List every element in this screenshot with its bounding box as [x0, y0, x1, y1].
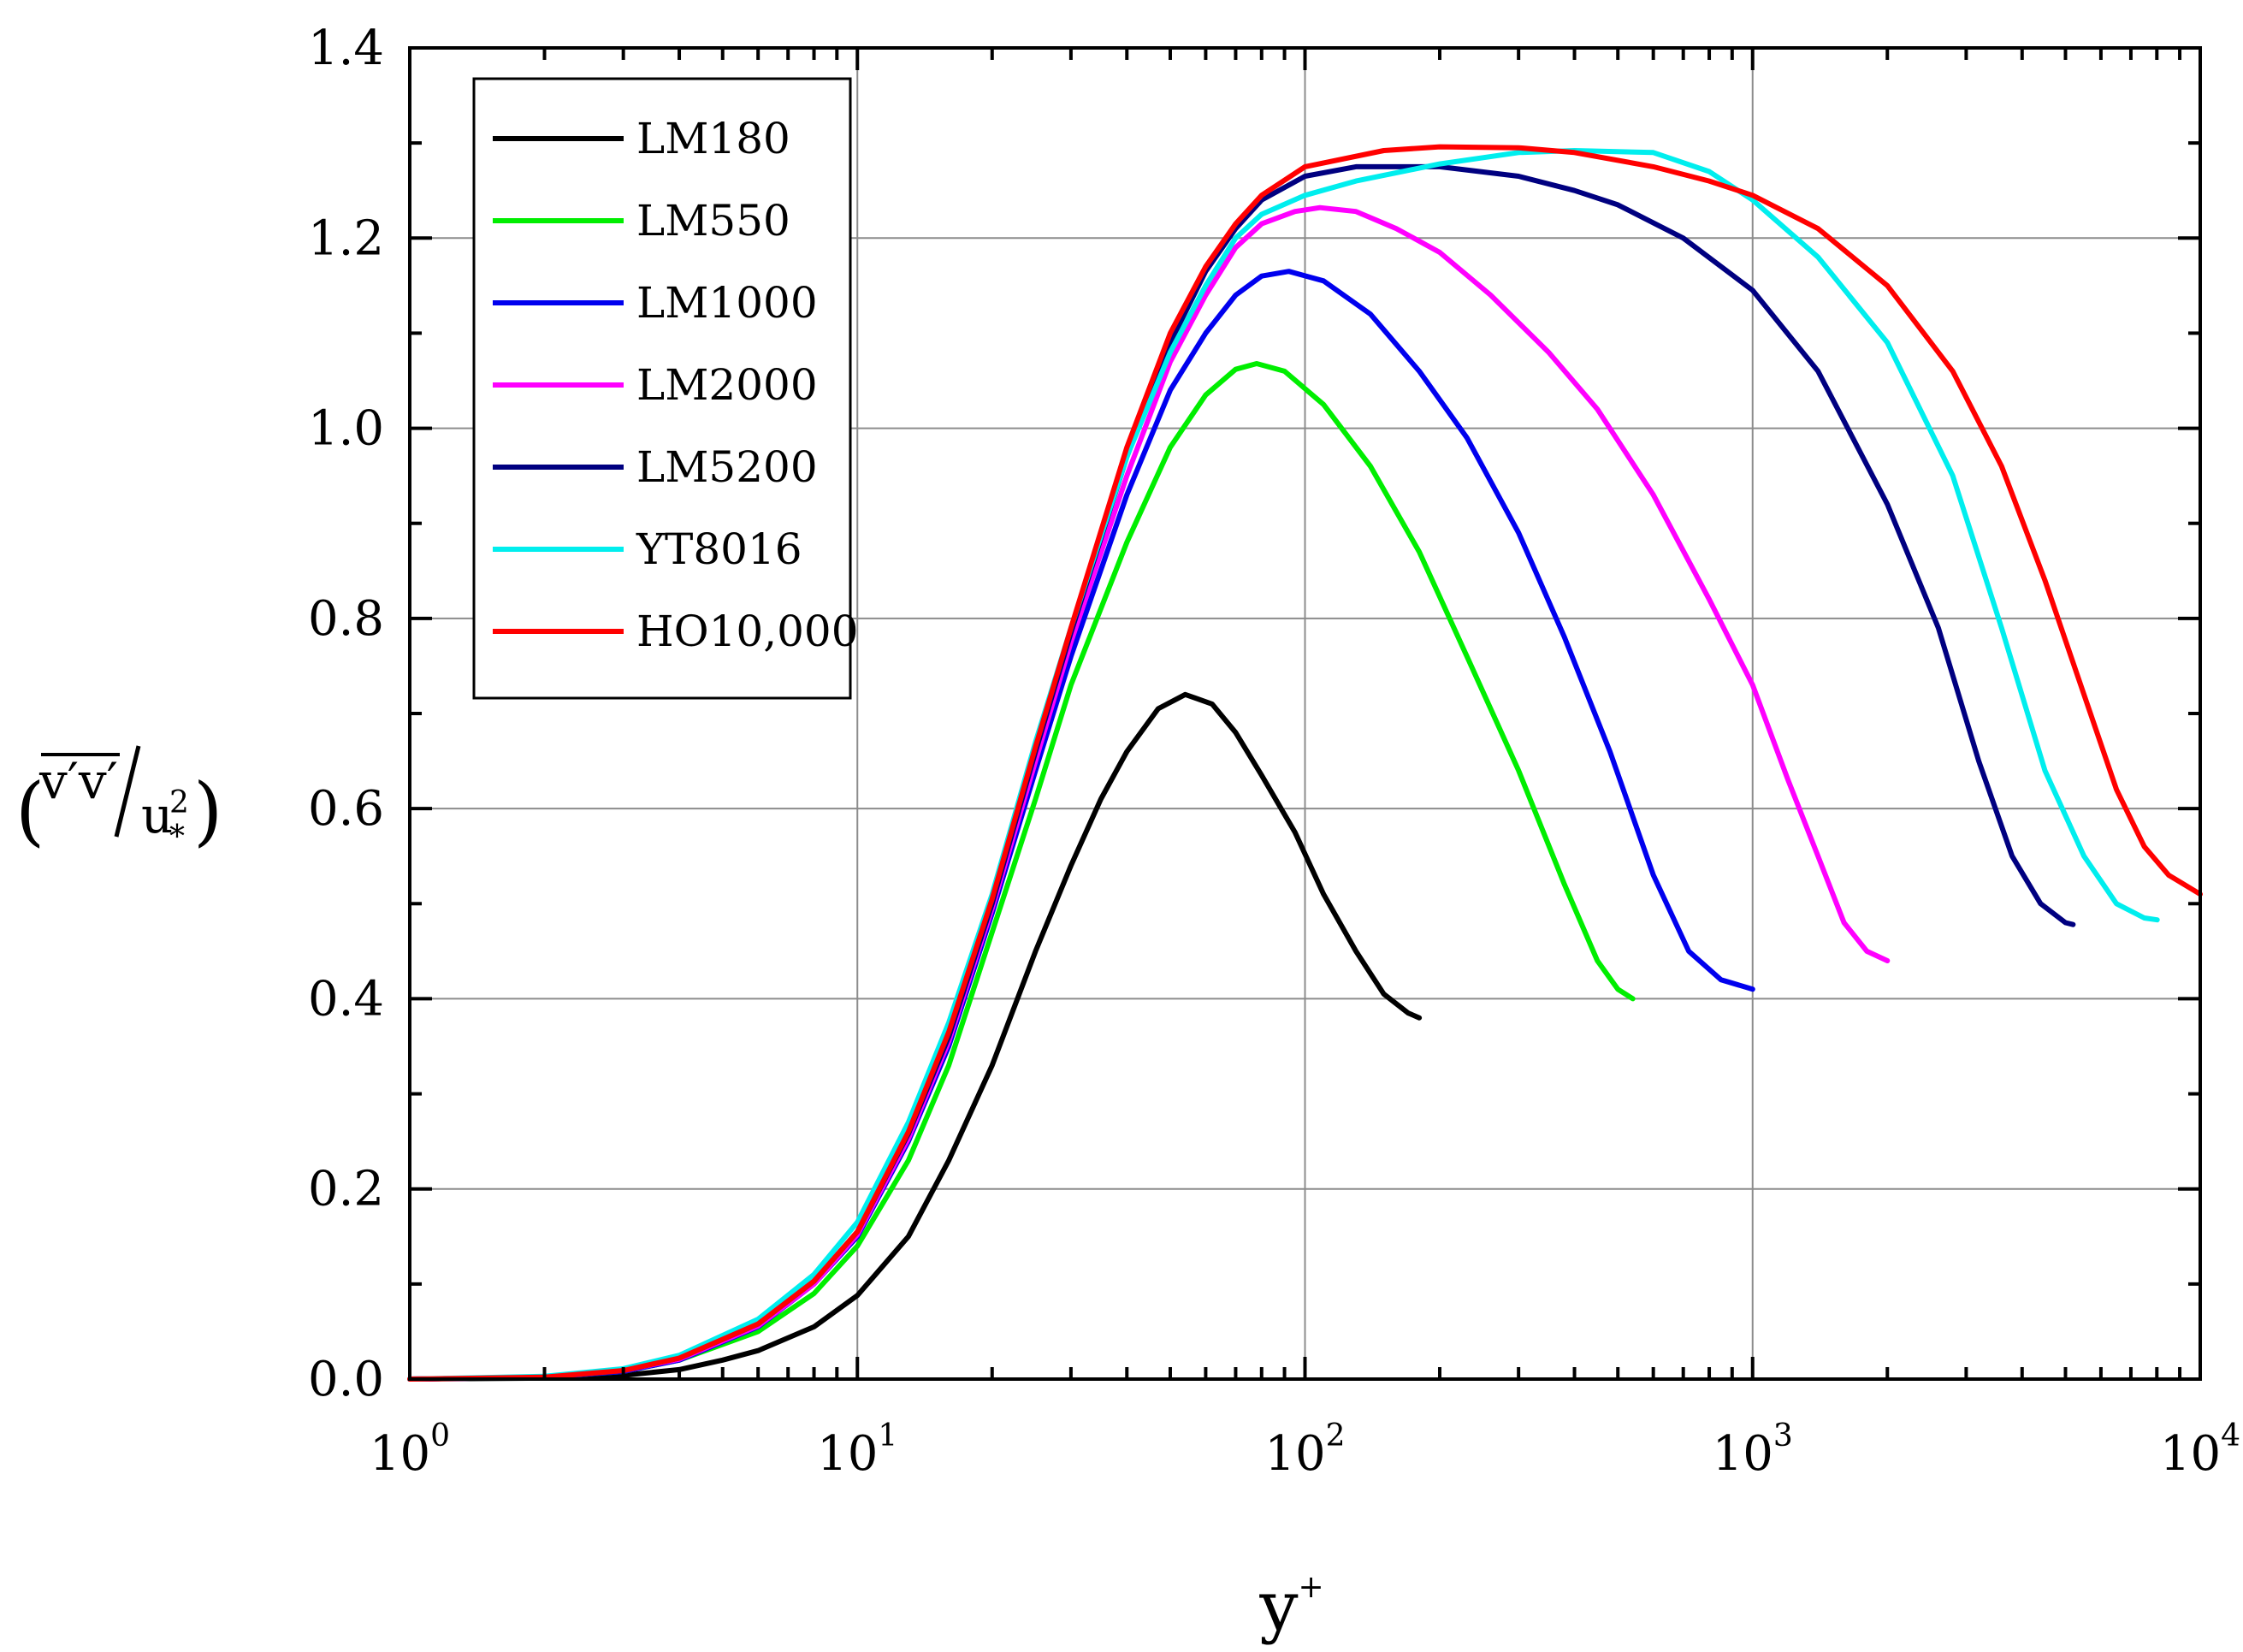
- legend: LM180 LM550 LM1000 LM2000 LM5200 YT8016 HO10,0…: [472, 77, 859, 700]
- y-axis-label: ( v′v′ u 2 * ): [15, 745, 222, 855]
- y-tick-label: 0.8: [308, 591, 384, 647]
- y-label-denominator-sub: *: [169, 820, 185, 855]
- x-tick-label: 102: [1264, 1418, 1345, 1482]
- x-tick-label-base: 10: [817, 1426, 878, 1482]
- x-tick-label-exponent: 0: [430, 1418, 450, 1454]
- legend-label: LM1000: [636, 278, 818, 328]
- x-tick-label-base: 10: [370, 1426, 430, 1482]
- x-tick-label: 100: [370, 1418, 450, 1482]
- x-tick-label-base: 10: [2160, 1426, 2221, 1482]
- y-label-close-paren: ): [193, 767, 222, 855]
- y-tick-label: 0.0: [308, 1352, 384, 1407]
- legend-label: LM180: [636, 114, 790, 163]
- x-tick-label-exponent: 3: [1773, 1418, 1793, 1454]
- series-line-ho10000: [407, 144, 2203, 1382]
- y-label-slash: [114, 745, 141, 838]
- legend-label: YT8016: [636, 524, 802, 574]
- legend-label: LM2000: [636, 360, 818, 410]
- x-tick-label-exponent: 1: [878, 1418, 897, 1454]
- x-axis-label: y+: [1258, 1566, 1323, 1646]
- axes: [408, 46, 2202, 1381]
- x-tick-label-exponent: 4: [2221, 1418, 2240, 1454]
- series-line-yt8016: [407, 148, 2160, 1382]
- legend-label: HO10,000: [636, 607, 859, 656]
- x-tick-label: 101: [817, 1418, 897, 1482]
- y-tick-label: 0.6: [308, 781, 384, 837]
- y-tick-label: 0.4: [308, 971, 384, 1027]
- y-tick-label: 1.0: [308, 401, 384, 457]
- series-line-lm550: [407, 361, 1636, 1382]
- x-tick-label-base: 10: [1713, 1426, 1773, 1482]
- y-tick-label: 1.4: [308, 21, 384, 76]
- legend-label: LM5200: [636, 442, 818, 492]
- x-axis-label-sup: +: [1299, 1570, 1324, 1605]
- y-label-open-paren: (: [15, 767, 44, 855]
- y-tick-label: 0.2: [308, 1162, 384, 1217]
- y-label-numerator: v′v′: [38, 752, 118, 810]
- x-tick-label: 104: [2160, 1418, 2240, 1482]
- x-tick-label-exponent: 2: [1326, 1418, 1346, 1454]
- x-axis-label-base: y: [1258, 1566, 1298, 1646]
- legend-label: LM550: [636, 196, 790, 246]
- series-lines: [407, 144, 2203, 1382]
- x-tick-label: 103: [1713, 1418, 1793, 1482]
- x-tick-label-base: 10: [1264, 1426, 1325, 1482]
- y-label-denominator-sup: 2: [169, 785, 189, 820]
- y-tick-label: 1.2: [308, 210, 384, 266]
- y-label-denominator-base: u: [141, 786, 173, 844]
- series-line-lm180: [407, 691, 1423, 1382]
- legend-box: [472, 77, 852, 700]
